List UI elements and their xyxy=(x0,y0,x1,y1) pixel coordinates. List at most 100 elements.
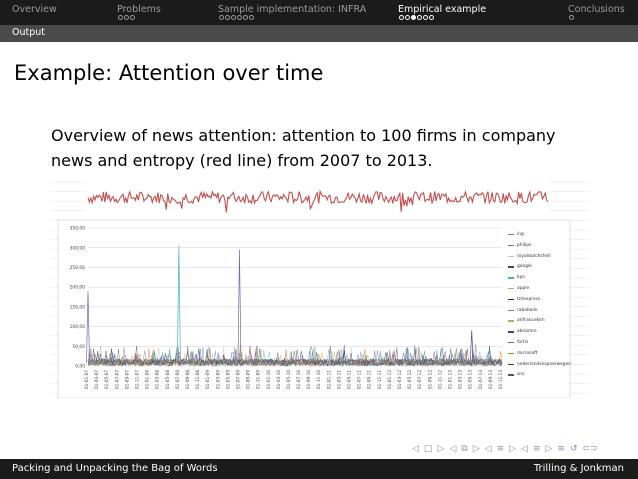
beamer-nav-icon[interactable]: ≡ xyxy=(557,444,565,454)
beamer-nav-icon[interactable]: □ xyxy=(423,444,433,454)
beamer-nav-icon[interactable]: ◁ xyxy=(412,444,419,454)
nav-slide-dot[interactable] xyxy=(399,15,404,20)
nav-slide-dot[interactable] xyxy=(231,15,236,20)
x-tick-label: 01-03-07 xyxy=(94,370,99,389)
legend-item: microsoft xyxy=(508,351,570,362)
legend-swatch xyxy=(508,287,514,290)
x-tick-label: 01-09-10 xyxy=(306,370,311,389)
nav-slide-dot[interactable] xyxy=(243,15,248,20)
legend-swatch xyxy=(508,298,514,301)
nav-section-problems[interactable]: Problems xyxy=(117,4,161,15)
x-tick-label: 01-03-10 xyxy=(276,370,281,389)
nav-slide-dot[interactable] xyxy=(429,15,434,20)
nav-slide-dot[interactable] xyxy=(124,15,129,20)
legend-label: royaldutchshell xyxy=(517,253,551,259)
nav-section-empirical-example[interactable]: Empirical example xyxy=(398,4,487,15)
x-tick-label: 01-05-12 xyxy=(407,370,412,389)
x-tick-label: 01-01-12 xyxy=(387,370,392,389)
nav-section-overview[interactable]: Overview xyxy=(12,4,57,15)
legend-swatch xyxy=(508,320,514,322)
series-peak xyxy=(237,249,242,363)
beamer-nav-icon[interactable]: ▷ xyxy=(545,444,553,454)
beamer-nav-icon[interactable]: ▷ xyxy=(472,444,480,454)
x-tick-label: 01-11-12 xyxy=(437,370,442,389)
legend-item: rabobank xyxy=(508,308,570,319)
legend-swatch xyxy=(508,244,514,247)
x-tick-label: 01-07-10 xyxy=(296,370,301,389)
series-peak xyxy=(177,245,181,363)
x-tick-label: 01-07-11 xyxy=(357,370,362,389)
nav-section-sample-implementation-infra[interactable]: Sample implementation: INFRA xyxy=(218,4,367,15)
nav-slide-dot[interactable] xyxy=(249,15,254,20)
beamer-nav-icon[interactable]: ◁ xyxy=(484,444,492,454)
beamer-nav-icon[interactable]: ◁ xyxy=(521,444,528,454)
legend-swatch xyxy=(508,363,514,365)
legend-item: kpn xyxy=(508,275,570,286)
beamer-nav-icon[interactable]: ▷ xyxy=(437,444,445,454)
nav-section-dots xyxy=(399,15,435,23)
beamer-nav-icon[interactable]: ≡ xyxy=(496,444,505,454)
nav-slide-dot[interactable] xyxy=(219,15,224,20)
attention-chart-panel xyxy=(57,219,571,398)
legend-item: sns xyxy=(508,372,570,383)
legend-swatch xyxy=(508,352,514,355)
y-tick-label: 50,00 xyxy=(72,344,85,350)
beamer-nav-icon[interactable]: ⧉ xyxy=(461,444,468,454)
nav-slide-dot[interactable] xyxy=(130,15,135,20)
footer-authors: Trilling & Jonkman xyxy=(533,463,624,474)
x-tick-label: 01-01-13 xyxy=(448,370,453,389)
x-tick-label: 01-11-09 xyxy=(256,370,261,389)
subsection-bar: Output xyxy=(0,25,638,42)
x-tick-label: 01-09-13 xyxy=(488,370,493,389)
nav-slide-dot[interactable] xyxy=(237,15,242,20)
legend-label: kpn xyxy=(517,275,526,281)
beamer-nav-icon[interactable]: ↺ xyxy=(569,444,578,454)
beamer-nav-icon[interactable]: ▷ xyxy=(509,444,517,454)
footer-bar: Packing and Unpacking the Bag of Words T… xyxy=(0,459,638,479)
y-tick-label: 300,00 xyxy=(70,245,86,251)
x-tick-label: 01-05-11 xyxy=(347,370,352,389)
x-tick-label: 01-03-11 xyxy=(336,370,341,389)
legend-label: nederlandsespoorwegen xyxy=(517,361,572,367)
nav-slide-dot[interactable] xyxy=(405,15,410,20)
y-tick-label: 100,00 xyxy=(70,324,86,330)
x-tick-label: 01-05-07 xyxy=(104,370,109,389)
x-tick-label: 01-01-09 xyxy=(205,370,210,389)
attention-figure: 0,00 50,00 100,00 150,00 200,00 250,00 300,00 3… xyxy=(50,176,590,398)
y-tick-label: 350,00 xyxy=(70,226,86,232)
legend-item: tntexpress xyxy=(508,297,570,308)
slide-title: Example: Attention over time xyxy=(14,61,324,85)
legend-item: airfranceklm xyxy=(508,318,570,329)
nav-slide-dot[interactable] xyxy=(225,15,230,20)
legend-swatch xyxy=(508,234,514,236)
nav-section-dots xyxy=(219,15,255,23)
beamer-navigation-symbols: ◁ □ ▷ ◁ ⧉ ▷ ◁ ≡ ▷ ◁ ≡ ▷ ≡ ↺ ⊂⊃ xyxy=(412,444,603,454)
section-navigation: Overview Problems Sample implementation: I… xyxy=(0,0,638,25)
x-tick-label: 01-03-12 xyxy=(397,370,402,389)
nav-slide-dot[interactable] xyxy=(411,15,416,20)
legend-label: microsoft xyxy=(517,350,538,356)
subsection-label[interactable]: Output xyxy=(12,27,45,38)
x-tick-label: 01-11-08 xyxy=(195,370,200,389)
beamer-nav-icon[interactable]: ◁ xyxy=(449,444,457,454)
nav-slide-dot[interactable] xyxy=(118,15,123,20)
nav-slide-dot[interactable] xyxy=(423,15,428,20)
nav-slide-dot[interactable] xyxy=(417,15,422,20)
beamer-nav-icon[interactable]: ≡ xyxy=(532,444,541,454)
x-tick-label: 01-09-08 xyxy=(185,370,190,389)
series-peak xyxy=(469,330,474,363)
x-tick-label: 01-05-09 xyxy=(225,370,230,389)
x-tick-label: 01-11-07 xyxy=(134,370,139,389)
x-tick-label: 01-11-11 xyxy=(377,370,382,389)
nav-section-dots xyxy=(569,15,575,23)
x-tick-label: 01-07-07 xyxy=(114,370,119,389)
x-tick-label: 01-01-07 xyxy=(84,370,89,389)
nav-section-conclusions[interactable]: Conclusions xyxy=(568,4,625,15)
x-tick-label: 01-01-10 xyxy=(266,370,271,389)
x-tick-label: 01-05-10 xyxy=(286,370,291,389)
beamer-nav-icon[interactable]: ⊂⊃ xyxy=(582,444,598,454)
legend-label: philips xyxy=(517,242,532,248)
nav-slide-dot[interactable] xyxy=(569,15,574,20)
legend-item: abnamro xyxy=(508,329,570,340)
x-tick-label: 01-03-09 xyxy=(215,370,220,389)
